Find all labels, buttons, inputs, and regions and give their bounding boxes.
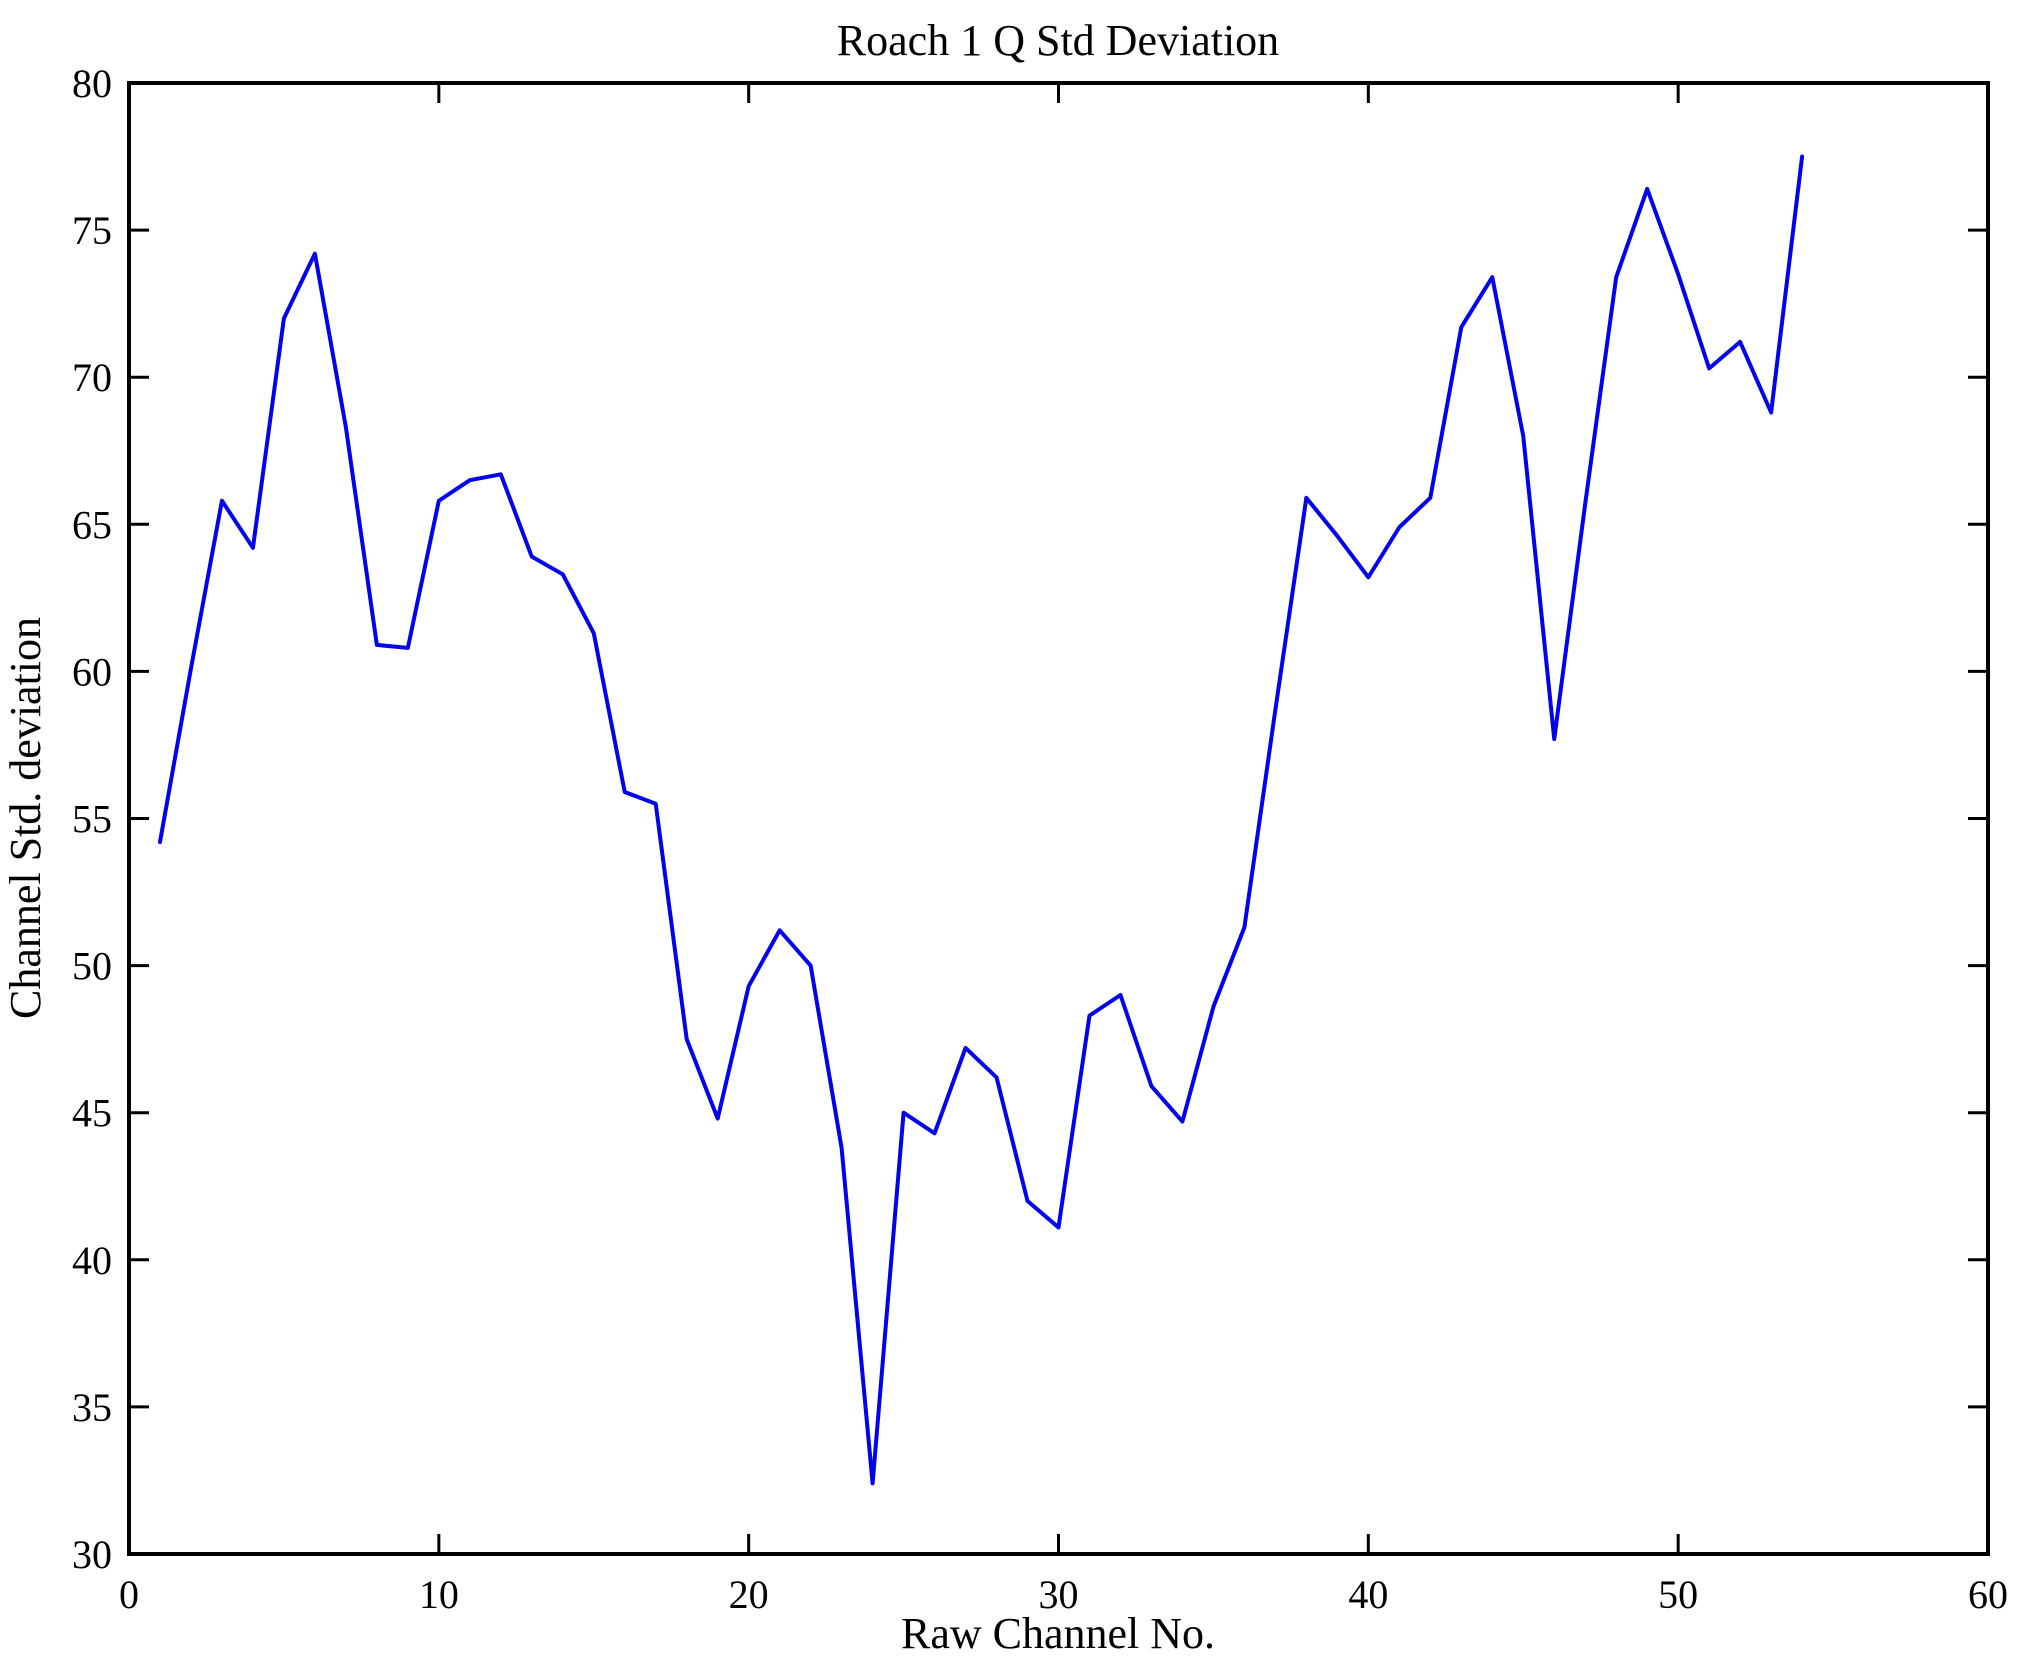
y-tick-label: 65 (72, 502, 112, 547)
y-tick-label: 50 (72, 944, 112, 989)
data-series (157, 154, 1805, 1486)
x-tick-label: 10 (419, 1572, 459, 1617)
y-tick-label: 55 (72, 797, 112, 842)
y-tick-label: 80 (72, 61, 112, 106)
data-line-channel-std-deviation (157, 154, 1805, 1486)
y-tick-label: 45 (72, 1091, 112, 1136)
y-tick-label: 70 (72, 355, 112, 400)
chart-title: Roach 1 Q Std Deviation (837, 16, 1279, 65)
x-tick-label: 50 (1658, 1572, 1698, 1617)
plot-box-frame (127, 81, 1990, 1556)
x-tick-label: 40 (1348, 1572, 1388, 1617)
x-tick-label: 20 (729, 1572, 769, 1617)
y-tick-label: 75 (72, 208, 112, 253)
y-tick-label: 60 (72, 649, 112, 694)
x-tick-label: 30 (1039, 1572, 1079, 1617)
y-tick-label: 40 (72, 1238, 112, 1283)
x-axis-title: Raw Channel No. (901, 1609, 1215, 1658)
x-tick-label: 60 (1968, 1572, 2008, 1617)
y-axis-title: Channel Std. deviation (1, 617, 50, 1019)
y-tick-label: 30 (72, 1532, 112, 1577)
axis-ticks (127, 81, 1990, 1556)
axis-tick-labels: 0 10 20 30 40 50 60 30 35 40 45 50 55 60 65 70 75 80 (72, 61, 2008, 1617)
x-tick-label: 0 (119, 1572, 139, 1617)
y-tick-label: 35 (72, 1385, 112, 1430)
